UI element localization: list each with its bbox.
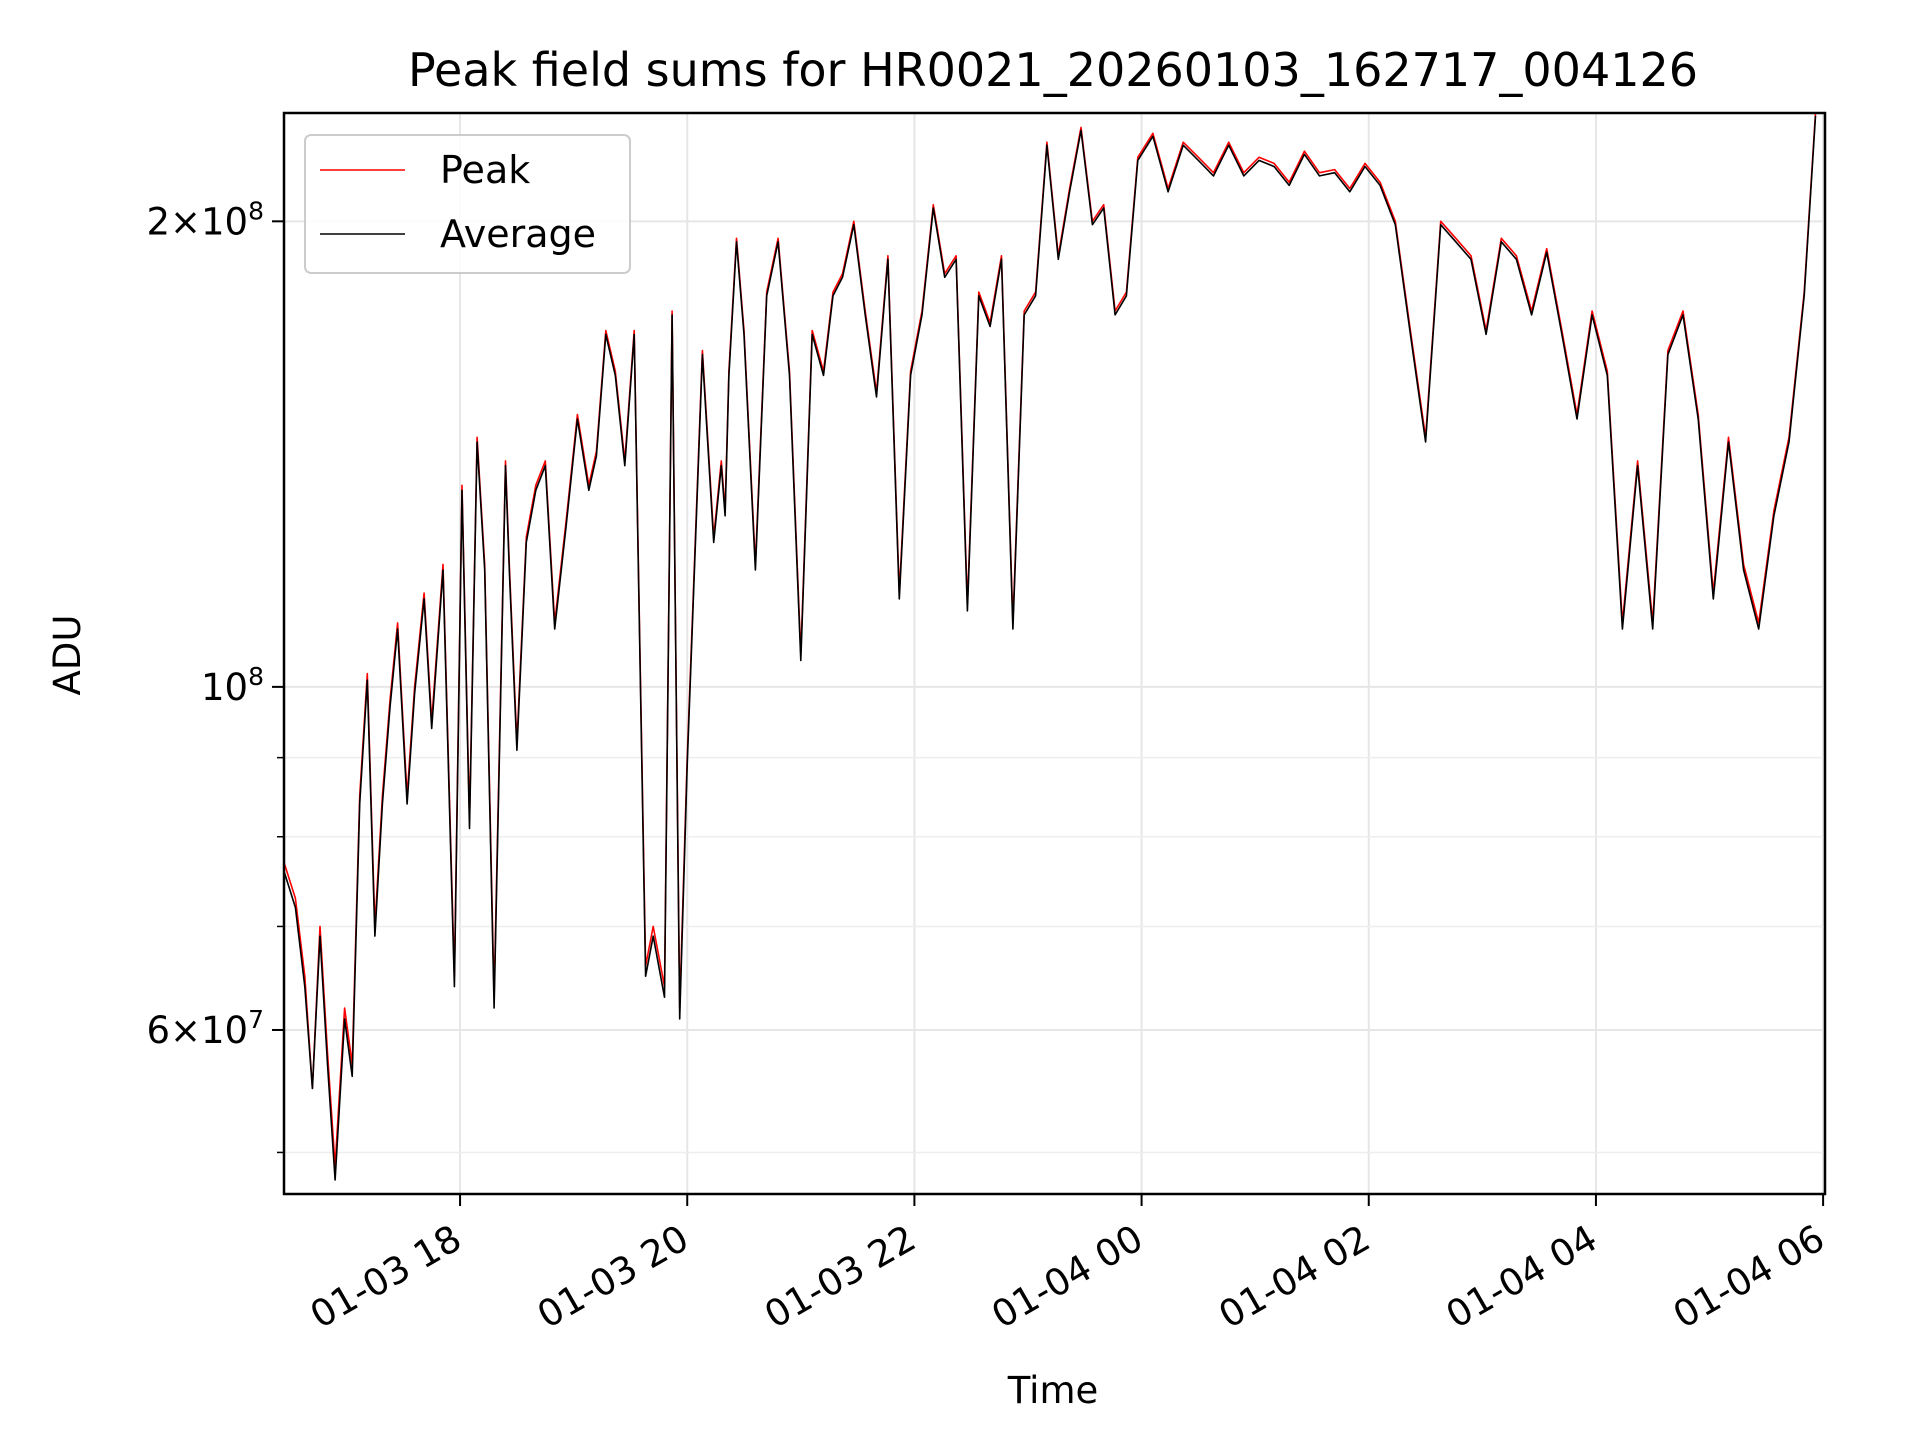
y-tick-label: 2×108 xyxy=(146,196,264,243)
x-axis-label: Time xyxy=(1007,1369,1099,1412)
legend: Peak Average xyxy=(304,134,631,274)
plot-lines xyxy=(283,112,1817,1181)
legend-label-peak: Peak xyxy=(440,148,530,192)
chart-title: Peak field sums for HR0021_20260103_1627… xyxy=(408,43,1698,97)
plot-frame xyxy=(282,111,1827,1196)
y-tick-label: 6×107 xyxy=(146,1005,264,1052)
grid xyxy=(284,113,1825,1194)
axis-ticks xyxy=(272,220,1825,1206)
series-line-average xyxy=(283,115,1817,1181)
legend-label-average: Average xyxy=(440,212,596,256)
y-axis-label: ADU xyxy=(46,615,89,696)
y-tick-label: 108 xyxy=(201,662,264,709)
